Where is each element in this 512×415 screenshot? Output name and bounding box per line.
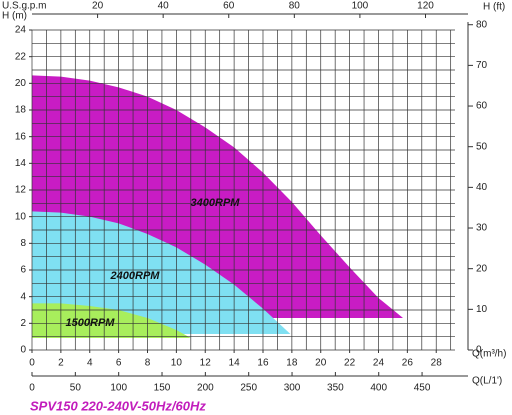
bottom2-tick-label: 250 <box>240 383 257 394</box>
x-tick-label: 0 <box>29 358 35 369</box>
x-tick-label: 4 <box>87 358 93 369</box>
bottom2-tick-label: 400 <box>370 383 387 394</box>
bottom2-tick-label: 450 <box>414 383 431 394</box>
y2-tick-label: 0 <box>476 345 482 356</box>
top-tick-label: 60 <box>223 1 235 12</box>
x-tick-label: 16 <box>257 358 269 369</box>
x-tick-label: 28 <box>431 358 443 369</box>
subtitle: SPV150 220-240V-50Hz/60Hz <box>30 398 206 413</box>
x-tick-label: 8 <box>145 358 151 369</box>
x-tick-label: 24 <box>373 358 385 369</box>
top-axis-label: U.S.g.p.m <box>2 1 46 12</box>
y-tick-label: 10 <box>15 211 27 222</box>
bottom2-tick-label: 300 <box>284 383 301 394</box>
y-tick-label: 2 <box>20 318 26 329</box>
y-tick-label: 24 <box>15 25 27 36</box>
top-tick-label: 120 <box>417 1 434 12</box>
y-tick-label: 0 <box>20 345 26 356</box>
y2-tick-label: 40 <box>476 182 488 193</box>
y2-tick-label: 10 <box>476 304 488 315</box>
top-tick-label: 20 <box>92 1 104 12</box>
y-tick-label: 14 <box>15 158 27 169</box>
area <box>32 211 291 334</box>
y-tick-label: 12 <box>15 185 27 196</box>
x-tick-label: 20 <box>315 358 327 369</box>
x-tick-label: 2 <box>58 358 64 369</box>
curve-label: 3400RPM <box>191 197 241 209</box>
y2-tick-label: 50 <box>476 141 488 152</box>
x-tick-label: 12 <box>200 358 212 369</box>
bottom2-tick-label: 50 <box>70 383 82 394</box>
bottom2-tick-label: 0 <box>29 383 35 394</box>
y-tick-label: 22 <box>15 51 27 62</box>
y-axis-label: H (m) <box>2 11 27 22</box>
top-tick-label: 100 <box>352 1 369 12</box>
y2-tick-label: 60 <box>476 101 488 112</box>
x-tick-label: 26 <box>402 358 414 369</box>
y-tick-label: 16 <box>15 131 27 142</box>
x-tick-label: 10 <box>171 358 183 369</box>
y-tick-label: 4 <box>20 291 26 302</box>
bottom-axis2-label: Q(L/1') <box>472 376 502 387</box>
y-tick-label: 8 <box>20 238 26 249</box>
y2-tick-label: 80 <box>476 19 488 30</box>
bottom2-tick-label: 150 <box>154 383 171 394</box>
x-tick-label: 22 <box>344 358 356 369</box>
y2-tick-label: 20 <box>476 263 488 274</box>
top-tick-label: 40 <box>158 1 170 12</box>
x-tick-label: 6 <box>116 358 122 369</box>
bottom2-tick-label: 100 <box>110 383 127 394</box>
area <box>32 303 191 338</box>
bottom2-tick-label: 350 <box>327 383 344 394</box>
y-tick-label: 20 <box>15 78 27 89</box>
y2-tick-label: 70 <box>476 60 488 71</box>
bottom2-tick-label: 200 <box>197 383 214 394</box>
curve-label: 1500RPM <box>66 317 116 329</box>
top-tick-label: 80 <box>289 1 301 12</box>
x-axis-label: Q(m³/h) <box>472 349 506 360</box>
y2-tick-label: 30 <box>476 223 488 234</box>
curve-label: 2400RPM <box>110 270 161 282</box>
y-tick-label: 6 <box>20 265 26 276</box>
x-tick-label: 18 <box>286 358 298 369</box>
y-tick-label: 18 <box>15 105 27 116</box>
x-tick-label: 14 <box>229 358 241 369</box>
y2-axis-label: H (ft) <box>483 2 505 13</box>
